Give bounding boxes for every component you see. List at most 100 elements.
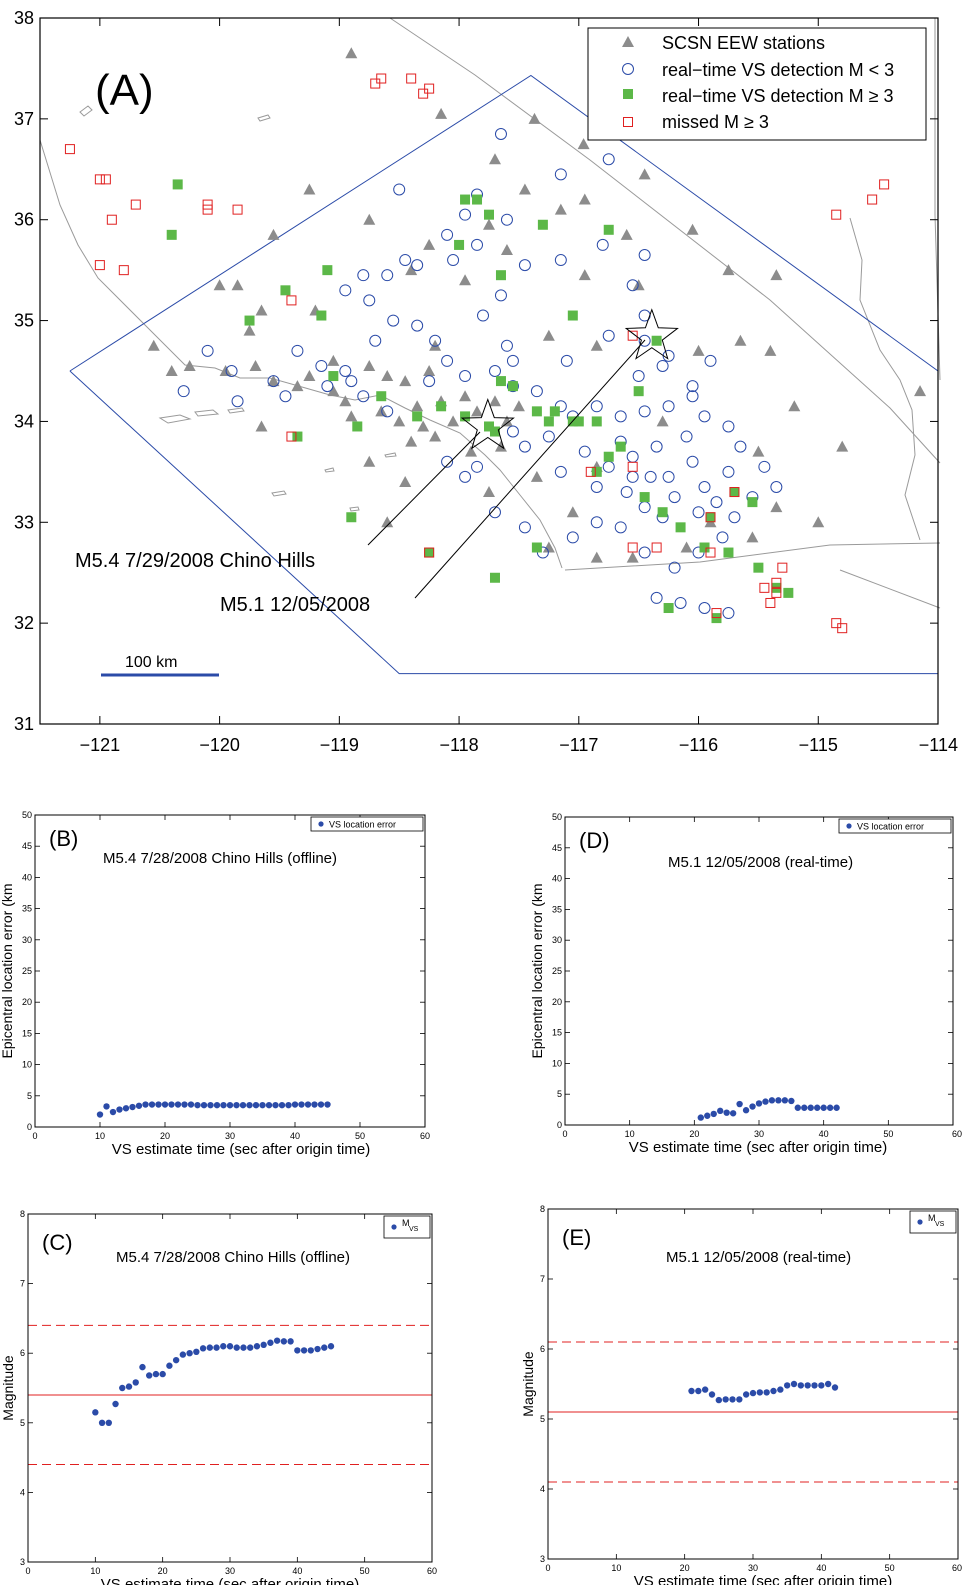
small-event-marker <box>638 546 651 559</box>
small-event-marker <box>632 370 645 383</box>
large-event-marker <box>783 587 794 598</box>
data-point <box>807 1104 814 1111</box>
x-axis-label: VS estimate time (sec after origin time) <box>112 1141 370 1158</box>
small-event-marker <box>471 238 484 251</box>
data-point <box>187 1101 195 1108</box>
data-point <box>239 1101 247 1109</box>
small-event-marker <box>626 470 639 483</box>
data-point <box>146 1372 153 1379</box>
station-marker <box>459 274 472 286</box>
data-point <box>92 1409 99 1416</box>
y-tick-label: 45 <box>22 841 32 851</box>
data-point <box>226 1101 234 1109</box>
series-large-detections <box>166 179 794 624</box>
station-marker <box>327 385 340 397</box>
small-event-marker <box>399 254 412 267</box>
data-point <box>122 1105 130 1112</box>
small-event-marker <box>459 208 472 221</box>
station-marker <box>812 516 825 528</box>
y-tick-label: 33 <box>14 512 34 532</box>
missed-event-marker <box>406 73 417 84</box>
small-event-marker <box>506 425 519 438</box>
data-point <box>708 1391 716 1398</box>
station-marker <box>429 339 442 351</box>
large-event-marker <box>322 265 333 276</box>
data-point <box>715 1396 723 1404</box>
x-axis-label: VS estimate time (sec after origin time) <box>101 1576 359 1585</box>
x-tick-label: 60 <box>952 1129 962 1139</box>
large-event-marker <box>280 285 291 296</box>
data-point <box>96 1111 104 1118</box>
panel-c-magnitude: 0 10 20 30 40 50 60 3 4 5 6 7 8 MVS (C) M5.4 7/28/2008 … <box>0 1209 437 1585</box>
panel-a-map: M5.4 7/29/2008 Chino Hills M5.1 12/05/20… <box>14 8 958 755</box>
y-tick-label: 30 <box>552 935 562 945</box>
missed-event-marker <box>118 265 129 276</box>
data-point <box>220 1101 227 1109</box>
small-event-marker <box>225 365 238 377</box>
small-event-marker <box>620 486 633 499</box>
map-legend: SCSN EEW stations real−time VS detection… <box>587 27 927 141</box>
panel-title: M5.1 12/05/2008 (real-time) <box>668 854 853 871</box>
y-tick-label: 30 <box>22 935 32 945</box>
small-event-marker <box>459 470 472 483</box>
y-axis-label: Epicentral location error (km <box>0 883 15 1058</box>
station-marker <box>788 400 801 412</box>
data-point <box>723 1109 730 1116</box>
y-axis-label: Epicentral location error (km <box>529 883 545 1058</box>
missed-event-marker <box>777 562 788 573</box>
small-event-marker <box>566 531 579 544</box>
x-tick-label: 20 <box>160 1131 170 1141</box>
large-event-marker <box>531 542 542 553</box>
station-marker <box>399 375 412 387</box>
data-point <box>174 1101 182 1108</box>
large-event-marker <box>657 507 668 518</box>
large-event-marker <box>543 416 554 427</box>
data-point <box>206 1344 213 1351</box>
data-point <box>291 1101 299 1108</box>
annotation-leader-m51 <box>414 339 646 599</box>
data-point <box>278 1101 286 1109</box>
legend-label-small: real−time VS detection M < 3 <box>662 60 894 80</box>
x-tick-label: 0 <box>32 1131 37 1141</box>
x-tick-label: −116 <box>679 735 718 755</box>
border-baja <box>839 569 941 609</box>
station-marker <box>530 470 543 482</box>
x-tick-label: 60 <box>952 1563 962 1573</box>
missed-event-marker <box>705 547 716 558</box>
small-event-marker <box>602 329 615 342</box>
small-event-marker <box>590 480 603 493</box>
data-point <box>324 1101 331 1108</box>
small-event-marker <box>626 279 639 292</box>
small-event-marker <box>506 380 519 393</box>
station-marker <box>656 415 669 427</box>
small-event-marker <box>650 591 663 604</box>
data-point <box>200 1101 208 1109</box>
colorado-river <box>849 217 921 541</box>
legend-box <box>909 1210 957 1234</box>
station-marker <box>249 359 262 371</box>
missed-event-marker <box>627 542 638 553</box>
legend-label: VS location error <box>329 820 396 830</box>
series-small-detections <box>177 127 783 620</box>
large-event-marker <box>412 411 423 422</box>
small-event-marker <box>638 501 651 514</box>
small-event-marker <box>321 380 334 393</box>
data-point <box>213 1101 221 1109</box>
small-event-marker <box>686 380 699 393</box>
x-tick-label: 0 <box>562 1129 567 1139</box>
station-marker <box>363 455 376 467</box>
station-marker <box>405 435 418 447</box>
small-event-marker <box>471 460 484 473</box>
missed-event-marker <box>106 214 117 225</box>
station-marker <box>483 218 495 230</box>
station-marker <box>632 279 645 291</box>
small-event-marker <box>357 269 370 282</box>
station-marker <box>471 405 484 417</box>
y-axis-label: Magnitude <box>0 1355 16 1421</box>
data-point <box>824 1380 832 1388</box>
missed-event-marker <box>100 174 111 185</box>
data-point <box>161 1101 169 1108</box>
data-point <box>240 1344 247 1351</box>
data-point <box>125 1383 133 1390</box>
missed-event-marker <box>232 204 243 215</box>
